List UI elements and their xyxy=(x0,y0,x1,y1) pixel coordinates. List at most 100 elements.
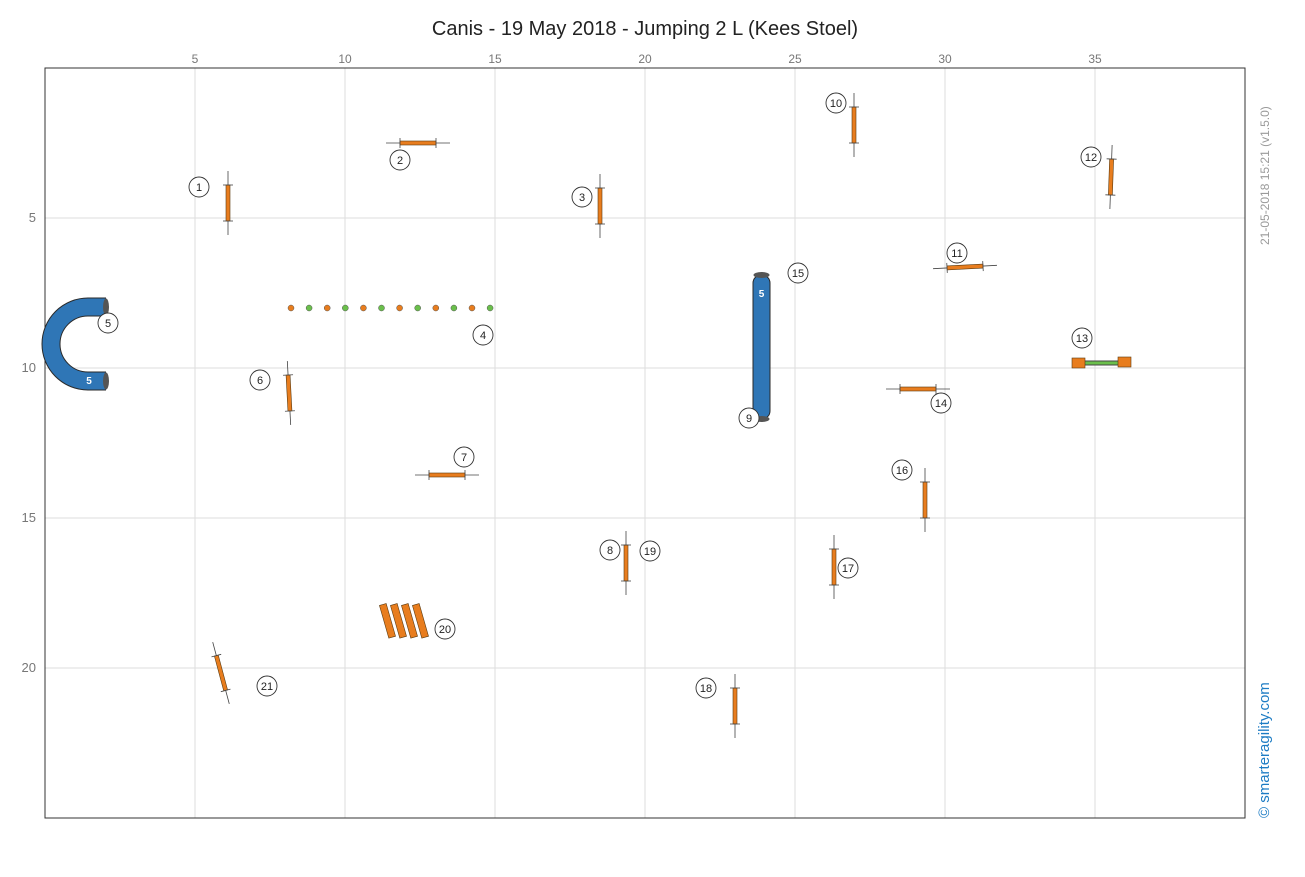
number-circle xyxy=(695,677,717,699)
number-circle xyxy=(1071,327,1093,349)
number-text: 2 xyxy=(397,155,403,167)
weave-pole xyxy=(323,304,331,312)
jump-bar xyxy=(1108,158,1114,196)
weave-pole xyxy=(396,304,403,312)
obstacle-number-10: 10 xyxy=(825,92,847,114)
jump-wing xyxy=(284,410,295,412)
weave-pole xyxy=(360,304,367,312)
jump-bar xyxy=(946,263,984,271)
jump-obstacle xyxy=(933,261,997,273)
number-circle xyxy=(188,176,210,198)
tyre-stand xyxy=(1117,356,1132,368)
obstacle-number-14: 14 xyxy=(930,392,952,414)
jump-wing xyxy=(946,262,948,273)
number-text: 12 xyxy=(1085,152,1097,164)
obstacle-number-4: 4 xyxy=(472,324,494,346)
y-tick-label: 5 xyxy=(29,210,36,225)
weave-pole xyxy=(414,304,421,312)
obstacle-number-8: 8 xyxy=(599,539,621,561)
jump-bar xyxy=(285,374,293,412)
obstacle-number-21: 21 xyxy=(256,675,278,697)
weave-pole xyxy=(342,304,349,312)
long-jump-plank xyxy=(379,603,396,639)
number-text: 8 xyxy=(607,545,613,557)
number-circle xyxy=(738,407,760,429)
brand-link[interactable]: © smarteragility.com xyxy=(1256,682,1273,818)
obstacle-number-20: 20 xyxy=(434,618,456,640)
jump-obstacle xyxy=(211,641,231,705)
obstacle-number-13: 13 xyxy=(1071,327,1093,349)
number-circle xyxy=(256,675,278,697)
number-circle xyxy=(389,149,411,171)
obstacle-number-19: 19 xyxy=(639,540,661,562)
tyre-stand xyxy=(1071,357,1086,369)
weave-pole xyxy=(378,304,385,312)
obstacle-number-15: 15 xyxy=(787,262,809,284)
number-circle xyxy=(249,369,271,391)
x-tick-label: 15 xyxy=(488,52,502,66)
number-circle xyxy=(837,557,859,579)
x-tick-label: 10 xyxy=(338,52,352,66)
jump-bar xyxy=(225,184,231,222)
jump-wing xyxy=(211,653,222,658)
number-circle xyxy=(1080,146,1102,168)
number-text: 4 xyxy=(480,330,486,342)
number-circle xyxy=(599,539,621,561)
y-tick-label: 20 xyxy=(22,660,36,675)
number-circle xyxy=(930,392,952,414)
jump-obstacle xyxy=(283,361,295,425)
jump-obstacle xyxy=(829,535,839,599)
weave-pole xyxy=(432,304,440,312)
number-text: 15 xyxy=(792,268,804,280)
obstacle-number-9: 9 xyxy=(738,407,760,429)
weave-pole xyxy=(305,304,313,312)
jump-bar xyxy=(597,187,603,225)
number-text: 16 xyxy=(896,465,908,477)
jump-wing xyxy=(220,688,231,693)
x-tick-label: 5 xyxy=(192,52,199,66)
weave-pole xyxy=(486,304,494,312)
obstacle-number-18: 18 xyxy=(695,677,717,699)
obstacle-number-16: 16 xyxy=(891,459,913,481)
tunnel-opening xyxy=(753,272,770,278)
jump-bar xyxy=(399,140,437,146)
jump-obstacle xyxy=(595,174,605,238)
weave-pole xyxy=(468,304,476,312)
obstacle-number-3: 3 xyxy=(571,186,593,208)
number-text: 21 xyxy=(261,681,273,693)
number-circle xyxy=(97,312,119,334)
x-tick-label: 35 xyxy=(1088,52,1102,66)
number-circle xyxy=(434,618,456,640)
jump-bar xyxy=(428,472,466,478)
jump-wing xyxy=(283,374,294,376)
number-text: 14 xyxy=(935,398,947,410)
obstacle-number-12: 12 xyxy=(1080,146,1102,168)
jump-obstacle xyxy=(849,93,859,157)
obstacle-number-7: 7 xyxy=(453,446,475,468)
number-circle xyxy=(639,540,661,562)
curved-tunnel xyxy=(42,298,106,390)
jump-bar xyxy=(732,687,738,725)
number-circle xyxy=(787,262,809,284)
jump-bar xyxy=(851,106,857,144)
obstacle-number-17: 17 xyxy=(837,557,859,579)
long-jump-plank xyxy=(390,603,407,639)
number-circle xyxy=(453,446,475,468)
obstacle-number-5: 5 xyxy=(97,312,119,334)
number-circle xyxy=(825,92,847,114)
grid-lines xyxy=(45,68,1245,818)
weave-pole xyxy=(287,304,295,312)
tunnel-opening xyxy=(103,372,109,390)
jump-obstacle xyxy=(730,674,740,738)
number-text: 10 xyxy=(830,98,842,110)
y-tick-label: 10 xyxy=(22,360,36,375)
number-text: 17 xyxy=(842,563,854,575)
obstacle-number-1: 1 xyxy=(188,176,210,198)
number-text: 3 xyxy=(579,192,585,204)
number-text: 6 xyxy=(257,375,263,387)
obstacle-number-6: 6 xyxy=(249,369,271,391)
jump-obstacle xyxy=(223,171,233,235)
number-text: 18 xyxy=(700,683,712,695)
